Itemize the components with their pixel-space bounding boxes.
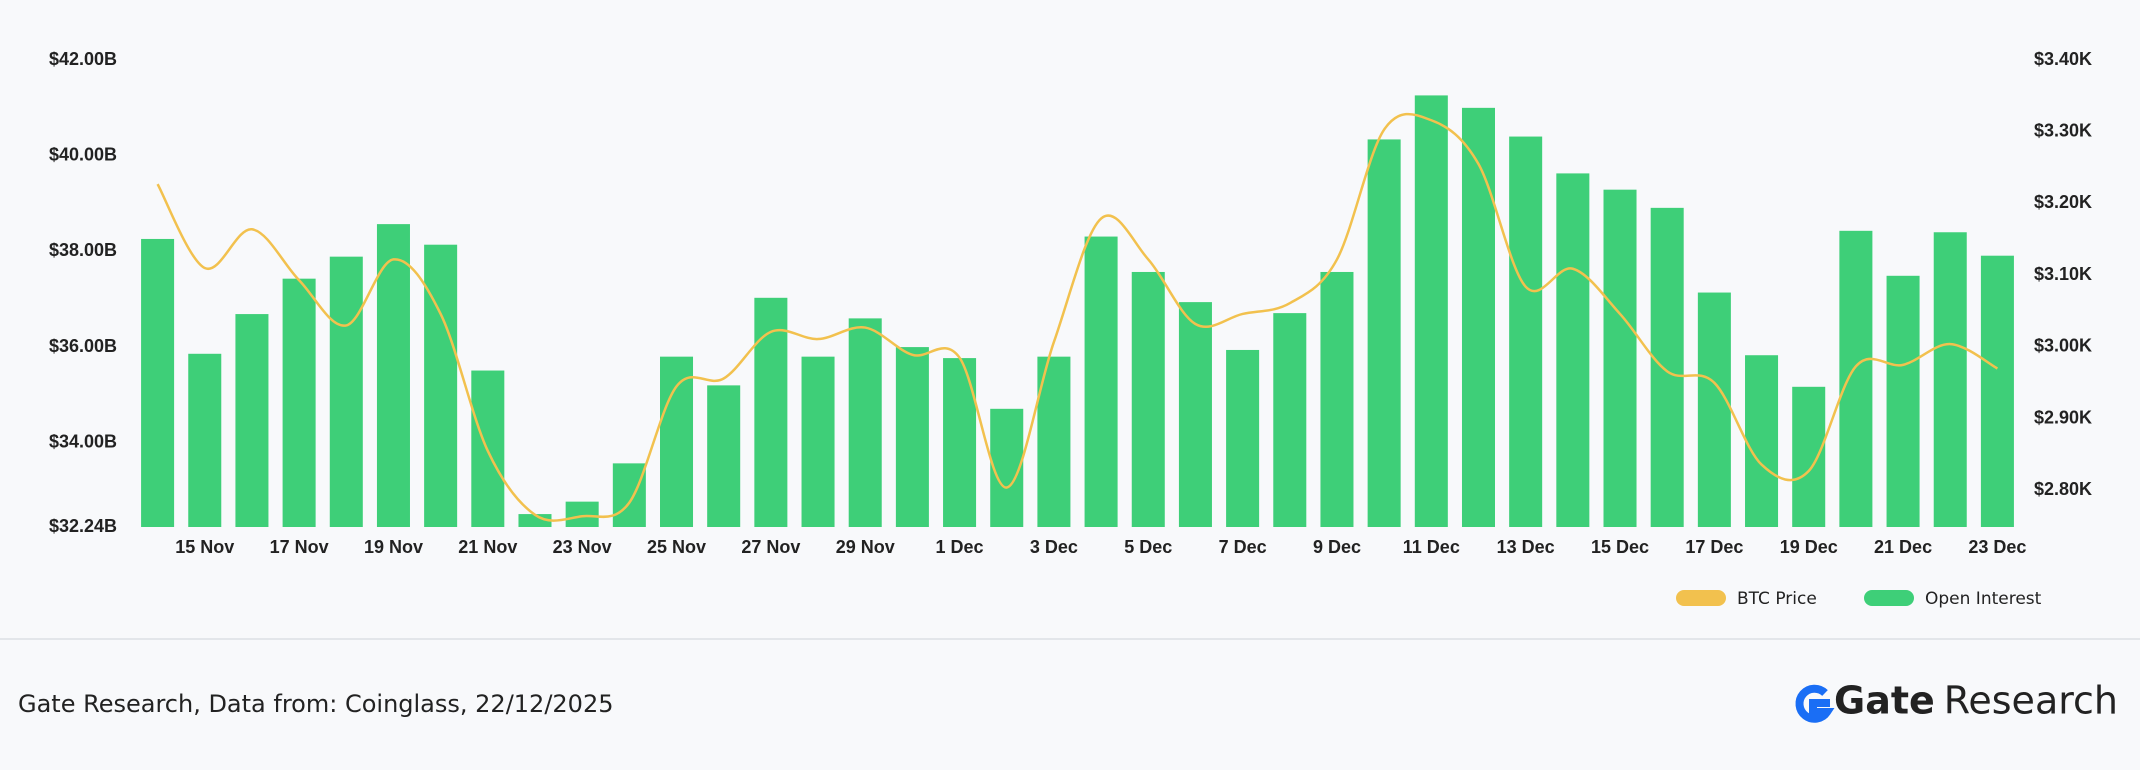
legend-swatch xyxy=(1864,590,1914,606)
bar xyxy=(1886,275,1920,527)
bar xyxy=(1792,386,1826,527)
x-tick-label: 13 Dec xyxy=(1497,537,1555,557)
x-tick-label: 27 Nov xyxy=(741,537,800,557)
x-tick-label: 9 Dec xyxy=(1313,537,1361,557)
bar xyxy=(282,278,316,527)
x-tick-label: 17 Dec xyxy=(1685,537,1743,557)
bar xyxy=(1414,95,1448,528)
bar xyxy=(754,297,788,527)
bar xyxy=(1178,302,1212,527)
bar xyxy=(188,353,222,527)
legend-label: Open Interest xyxy=(1925,589,2042,609)
y-tick-label: $38.00B xyxy=(49,240,117,260)
bar xyxy=(565,501,599,527)
bar xyxy=(424,244,458,527)
bar xyxy=(1980,255,2014,527)
x-tick-label: 3 Dec xyxy=(1030,537,1078,557)
brand-name: Gate xyxy=(1834,679,1935,723)
x-tick-label: 19 Nov xyxy=(364,537,423,557)
y2-tick-label: $3.20K xyxy=(2034,192,2092,212)
y-tick-label: $34.00B xyxy=(49,432,117,452)
brand-icon xyxy=(1795,684,1835,723)
line xyxy=(156,112,1999,522)
bar xyxy=(1650,207,1684,527)
bar xyxy=(1461,107,1495,527)
x-tick-label: 23 Dec xyxy=(1968,537,2026,557)
bar xyxy=(141,238,175,527)
x-tick-label: 1 Dec xyxy=(936,537,984,557)
y2-tick-label: $3.30K xyxy=(2034,120,2092,140)
bar xyxy=(1933,232,1967,528)
bar xyxy=(895,347,929,527)
y-tick-label: $42.00B xyxy=(49,49,117,69)
bar xyxy=(612,463,646,527)
bar xyxy=(376,224,410,527)
bar xyxy=(1084,236,1118,527)
bar xyxy=(848,318,882,527)
bar xyxy=(1367,139,1401,527)
y2-tick-label: $3.00K xyxy=(2034,336,2092,356)
bar xyxy=(1509,136,1543,527)
x-tick-label: 15 Nov xyxy=(175,537,234,557)
x-tick-label: 21 Nov xyxy=(458,537,517,557)
bar xyxy=(1839,230,1873,527)
legend-label: BTC Price xyxy=(1737,589,1817,609)
bar xyxy=(707,385,741,527)
bar xyxy=(990,408,1024,527)
brand-suffix: Research xyxy=(1944,679,2118,723)
x-tick-label: 29 Nov xyxy=(836,537,895,557)
x-tick-label: 11 Dec xyxy=(1403,537,1460,557)
x-tick-label: 17 Nov xyxy=(270,537,329,557)
bar xyxy=(1273,313,1307,527)
x-tick-label: 25 Nov xyxy=(647,537,706,557)
y2-tick-label: $2.90K xyxy=(2034,407,2092,427)
bar xyxy=(1556,173,1590,527)
bar xyxy=(801,356,835,527)
x-tick-label: 15 Dec xyxy=(1591,537,1649,557)
x-tick-label: 19 Dec xyxy=(1780,537,1838,557)
bar xyxy=(1226,349,1260,527)
y-tick-label: $36.00B xyxy=(49,336,117,356)
x-tick-label: 5 Dec xyxy=(1124,537,1172,557)
bar xyxy=(518,514,552,527)
bar xyxy=(1745,355,1779,527)
x-tick-label: 21 Dec xyxy=(1874,537,1932,557)
x-tick-label: 7 Dec xyxy=(1219,537,1267,557)
footer-source: Gate Research, Data from: Coinglass, 22/… xyxy=(18,690,613,718)
bar xyxy=(1603,189,1637,527)
y2-tick-label: $3.40K xyxy=(2034,49,2092,69)
bar xyxy=(1697,292,1731,527)
x-tick-label: 23 Nov xyxy=(553,537,612,557)
y-tick-label: $32.24B xyxy=(49,516,117,536)
legend-swatch xyxy=(1676,590,1726,606)
bar xyxy=(660,356,694,527)
bar xyxy=(1320,271,1354,527)
brand-logo: Gate Research xyxy=(1795,679,2118,723)
bar xyxy=(329,256,363,527)
y-tick-label: $40.00B xyxy=(49,144,117,164)
y2-tick-label: $3.10K xyxy=(2034,264,2092,284)
bar xyxy=(1131,271,1165,527)
y2-tick-label: $2.80K xyxy=(2034,479,2092,499)
bar xyxy=(235,314,269,527)
